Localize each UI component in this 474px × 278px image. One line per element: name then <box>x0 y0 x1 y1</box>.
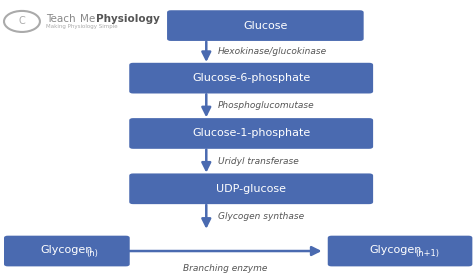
Text: Glycogen: Glycogen <box>369 245 421 255</box>
Text: Glycogen synthase: Glycogen synthase <box>218 212 304 221</box>
Text: UDP-glucose: UDP-glucose <box>216 184 286 194</box>
Text: Glycogen: Glycogen <box>41 245 93 255</box>
Text: (n): (n) <box>87 249 99 258</box>
FancyBboxPatch shape <box>129 118 373 149</box>
FancyBboxPatch shape <box>129 63 373 93</box>
FancyBboxPatch shape <box>4 236 130 266</box>
Text: Making Physiology Simple: Making Physiology Simple <box>46 24 117 29</box>
Text: Phosphoglucomutase: Phosphoglucomutase <box>218 101 315 110</box>
Text: Teach: Teach <box>46 14 75 24</box>
Text: (n+1): (n+1) <box>415 249 439 258</box>
Text: Physiology: Physiology <box>96 14 160 24</box>
Text: Glucose-6-phosphate: Glucose-6-phosphate <box>192 73 310 83</box>
Text: Hexokinase/glucokinase: Hexokinase/glucokinase <box>218 47 327 56</box>
FancyBboxPatch shape <box>129 173 373 204</box>
Text: Me: Me <box>80 14 95 24</box>
Text: Branching enzyme: Branching enzyme <box>183 264 267 273</box>
FancyBboxPatch shape <box>167 10 364 41</box>
FancyBboxPatch shape <box>328 236 473 266</box>
Text: C: C <box>18 16 25 26</box>
Text: Glucose-1-phosphate: Glucose-1-phosphate <box>192 128 310 138</box>
Text: Glucose: Glucose <box>243 21 288 31</box>
Text: Uridyl transferase: Uridyl transferase <box>218 157 299 166</box>
